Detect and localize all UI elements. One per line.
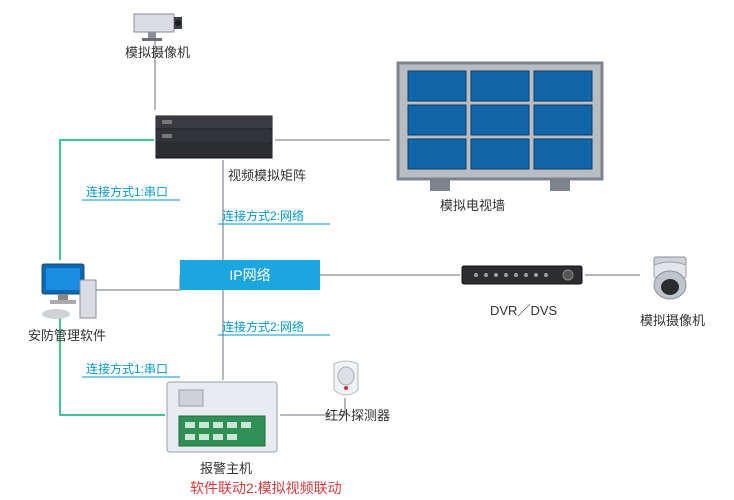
ir-detector-icon	[328, 360, 364, 400]
dvr-dvs-label: DVR／DVS	[490, 300, 557, 319]
video-matrix-label: 视频模拟矩阵	[228, 165, 306, 184]
pc-software-icon	[36, 260, 100, 322]
tv-wall-label: 模拟电视墙	[440, 195, 505, 214]
analog-camera-right-label: 模拟摄像机	[640, 310, 705, 329]
ir-detector-label: 红外探测器	[325, 405, 390, 424]
conn-net-bot-label: 连接方式2:网络	[222, 318, 304, 335]
diagram-canvas: IP网络	[0, 0, 734, 500]
pc-software-label: 安防管理软件	[28, 325, 106, 344]
analog-camera-top-label: 模拟摄像机	[125, 42, 190, 61]
footer-title: 软件联动2:模拟视频联动	[190, 478, 342, 498]
dvr-dvs-icon	[460, 260, 585, 290]
analog-camera-icon	[130, 8, 190, 42]
conn-serial-bot-label: 连接方式1:串口	[86, 360, 168, 377]
tv-wall-icon	[390, 55, 610, 195]
ip-network-hub: IP网络	[180, 260, 320, 290]
conn-net-top-label: 连接方式2:网络	[222, 207, 304, 224]
ip-network-label: IP网络	[229, 265, 270, 285]
dome-camera-icon	[640, 255, 700, 305]
edges-layer	[0, 0, 734, 500]
video-matrix-icon	[154, 110, 274, 162]
alarm-host-icon	[165, 380, 280, 456]
conn-serial-top-label: 连接方式1:串口	[86, 183, 168, 200]
alarm-host-label: 报警主机	[200, 458, 252, 477]
